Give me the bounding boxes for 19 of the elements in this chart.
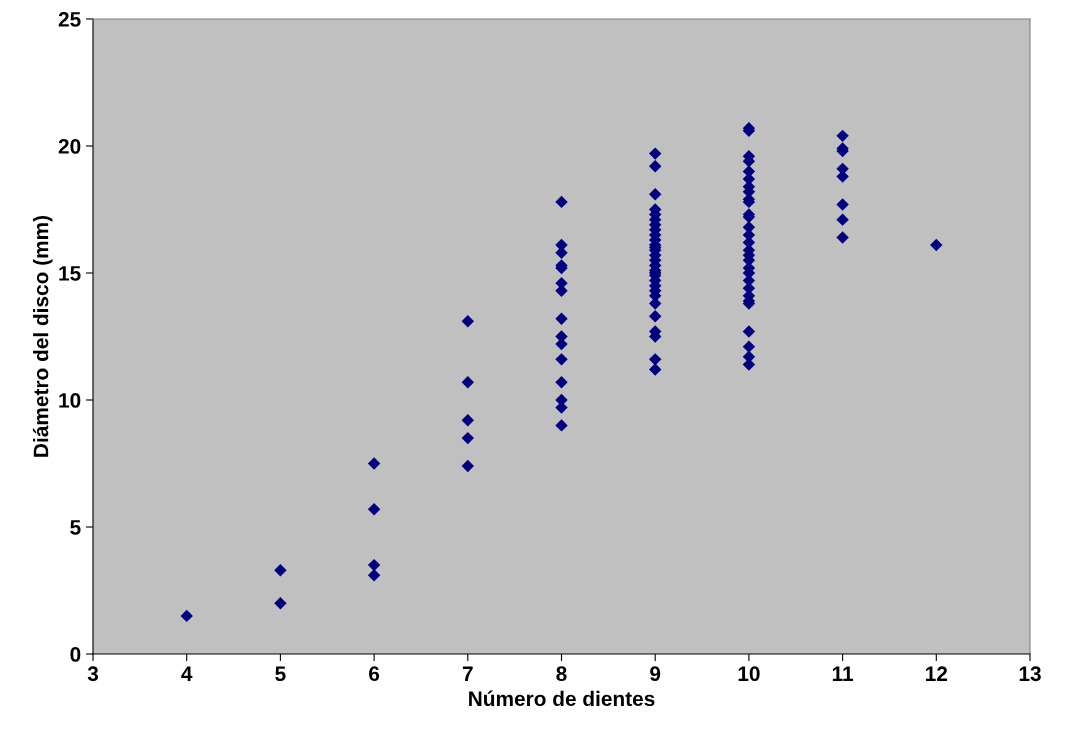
x-tick-label: 6 bbox=[369, 666, 380, 682]
y-tick-label: 5 bbox=[70, 520, 81, 535]
x-tick-label: 3 bbox=[87, 666, 99, 682]
y-tick-label: 0 bbox=[70, 647, 81, 662]
y-tick-label: 15 bbox=[59, 266, 81, 281]
x-tick-label: 13 bbox=[1019, 666, 1041, 682]
x-tick-label: 9 bbox=[650, 666, 661, 682]
x-tick-label: 10 bbox=[738, 666, 760, 682]
x-axis-title: Número de dientes bbox=[469, 690, 655, 707]
y-tick-label: 25 bbox=[58, 12, 81, 27]
x-tick-label: 7 bbox=[462, 666, 473, 681]
x-tick-label: 8 bbox=[556, 666, 567, 682]
x-tick-label: 12 bbox=[926, 666, 948, 681]
y-axis-title: Diámetro del disco (mm) bbox=[32, 215, 53, 457]
x-tick-label: 4 bbox=[181, 666, 193, 681]
x-tick-label: 11 bbox=[832, 666, 854, 681]
x-tick-label: 5 bbox=[275, 666, 286, 682]
y-tick-label: 10 bbox=[59, 393, 81, 408]
y-tick-label: 20 bbox=[58, 139, 81, 154]
